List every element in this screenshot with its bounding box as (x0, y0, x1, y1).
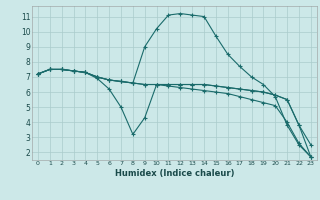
X-axis label: Humidex (Indice chaleur): Humidex (Indice chaleur) (115, 169, 234, 178)
